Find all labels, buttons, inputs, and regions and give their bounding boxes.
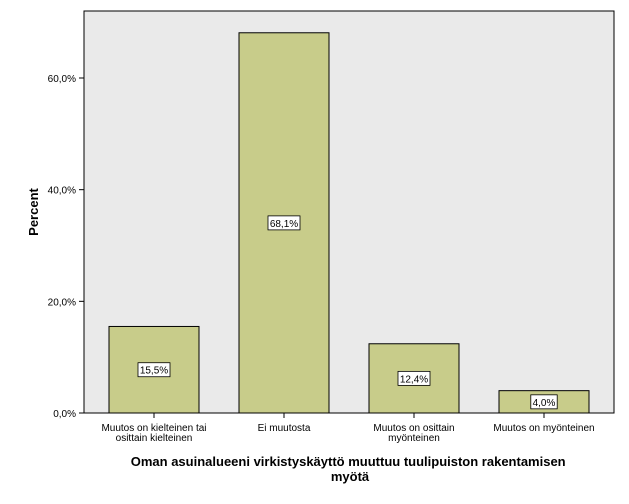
x-tick-label: Muutos on kielteinen tai osittain kieltei… — [101, 423, 206, 444]
data-label: 4,0% — [533, 398, 556, 409]
y-tick-label: 60,0% — [48, 74, 76, 85]
x-tick-label: Ei muutosta — [258, 423, 311, 434]
y-tick-label: 20,0% — [48, 297, 76, 308]
bars-group: 15,5% 68,1% 12,4% 4,0% — [108, 32, 590, 414]
data-label: 12,4% — [400, 374, 428, 385]
x-axis: Muutos on kielteinen tai osittain kieltei… — [101, 413, 595, 444]
x-tick-label-line: myönteinen — [388, 433, 440, 444]
y-tick-label: 0,0% — [53, 409, 76, 420]
data-label-box — [267, 215, 301, 231]
data-label-box — [397, 370, 431, 386]
x-axis-title-line-2: myötä — [331, 469, 370, 484]
y-tick-label: 40,0% — [48, 186, 76, 197]
x-tick-label-line: osittain kielteinen — [116, 433, 193, 444]
data-label-box — [137, 362, 171, 378]
x-axis-title: Oman asuinalueeni virkistyskäyttö muuttu… — [131, 454, 570, 484]
x-tick-label: Muutos on osittain myönteinen — [373, 423, 454, 444]
data-label: 68,1% — [270, 219, 298, 230]
x-tick-label: Muutos on myönteinen — [493, 423, 594, 434]
data-label-box — [530, 394, 558, 410]
data-label: 15,5% — [140, 366, 168, 377]
x-tick-label-line: Muutos on kielteinen tai — [101, 423, 206, 434]
x-tick-label-line: Muutos on myönteinen — [493, 423, 594, 434]
x-tick-label-line: Muutos on osittain — [373, 423, 454, 434]
y-axis: 0,0% 20,0% 40,0% 60,0% — [48, 74, 84, 420]
x-axis-title-line-1: Oman asuinalueeni virkistyskäyttö muuttu… — [131, 454, 566, 469]
y-axis-title: Percent — [26, 187, 41, 235]
x-tick-label-line: Ei muutosta — [258, 423, 311, 434]
